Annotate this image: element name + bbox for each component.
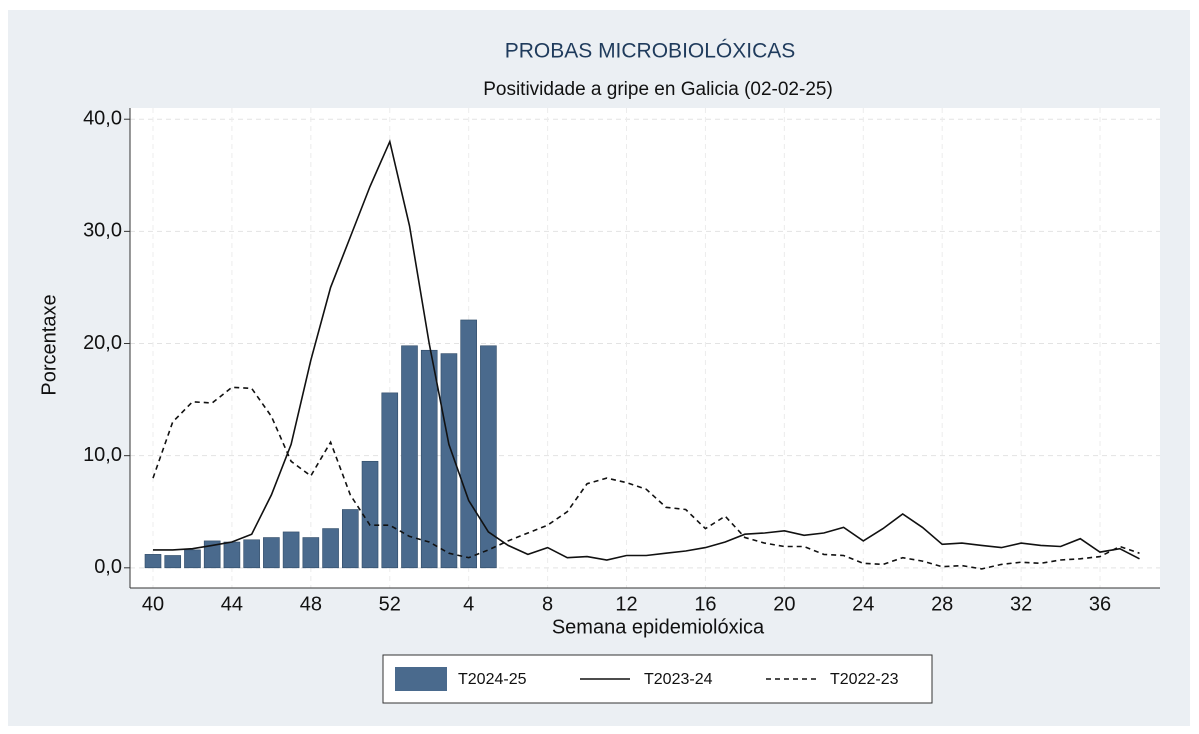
y-tick-label: 0,0 [94,556,122,578]
bar [144,554,162,569]
legend-label: T2024-25 [458,671,527,688]
bar [282,531,300,569]
bar [361,460,379,569]
legend-label: T2022-23 [830,671,899,688]
bar [302,537,320,569]
x-tick-label: 16 [694,593,716,615]
bar [341,509,359,569]
bar [243,539,260,569]
bar [420,349,438,569]
x-tick-label: 36 [1089,593,1111,615]
x-tick-label: 12 [615,593,637,615]
bar [381,392,399,569]
bar [223,541,241,569]
x-tick-label: 44 [221,593,243,615]
x-tick-label: 28 [931,593,953,615]
y-tick-label: 40,0 [83,107,122,129]
legend-label: T2023-24 [644,671,713,688]
x-axis-label: Semana epidemiolóxica [552,616,765,638]
legend [382,654,933,704]
x-tick-label: 4 [463,593,474,615]
x-tick-label: 32 [1010,593,1032,615]
y-tick-label: 10,0 [83,444,122,466]
y-axis-label: Porcentaxe [38,294,60,395]
x-tick-label: 40 [142,593,164,615]
x-tick-label: 48 [300,593,322,615]
x-tick-label: 24 [852,593,874,615]
legend-swatch [395,667,447,691]
bar [460,319,477,569]
plot-area [130,108,1160,588]
bar [164,555,182,569]
bar [184,549,201,569]
bar [401,345,418,569]
y-tick-label: 30,0 [83,220,122,242]
bar [440,353,458,569]
x-tick-label: 52 [379,593,401,615]
x-tick-label: 8 [542,593,553,615]
line [153,139,1140,561]
bar [480,345,497,569]
chart-title: PROBAS MICROBIOLÓXICAS [505,40,796,63]
bar [322,528,339,569]
bar [203,540,221,569]
line [152,386,1140,570]
x-tick-label: 20 [773,593,795,615]
bar [263,537,280,569]
y-tick-label: 20,0 [83,332,122,354]
chart-subtitle: Positividade a gripe en Galicia (02-02-2… [483,79,833,100]
